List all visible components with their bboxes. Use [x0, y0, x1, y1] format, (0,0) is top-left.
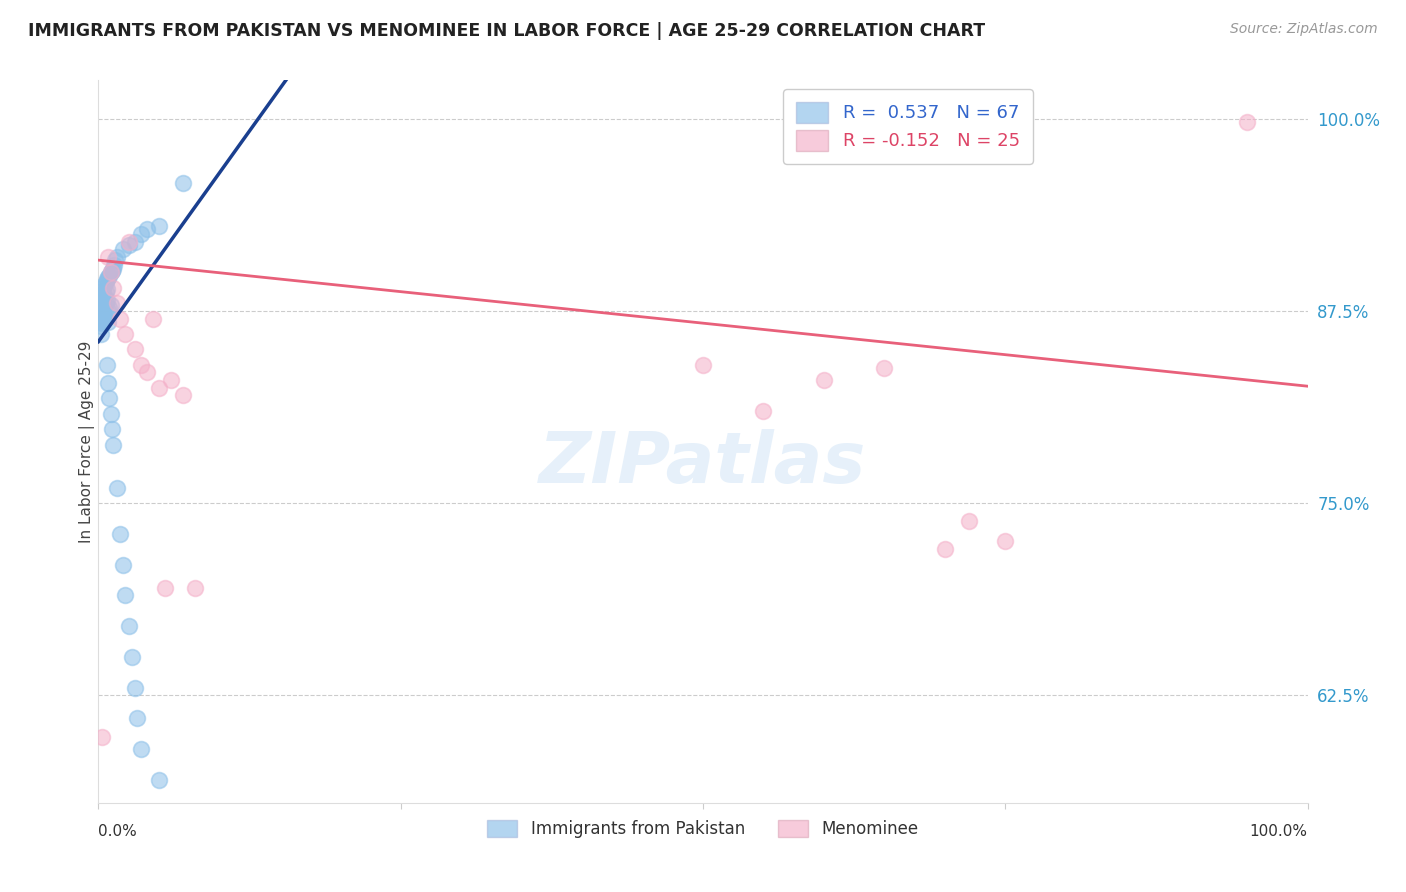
Point [108, 311, 131, 326]
Point [172, 176, 194, 190]
Point [172, 388, 194, 402]
Point [105, 250, 128, 264]
Point [93, 299, 115, 313]
Point [148, 772, 170, 787]
Point [91, 311, 114, 326]
Point [101, 262, 124, 277]
Point [90, 310, 112, 324]
Point [90, 326, 112, 341]
Point [91, 307, 114, 321]
Point [91, 316, 114, 330]
Point [94, 296, 117, 310]
Point [135, 365, 157, 379]
Point [100, 264, 122, 278]
Point [97, 315, 120, 329]
Point [96, 282, 118, 296]
Point [91, 298, 114, 312]
Point [111, 558, 134, 572]
Point [89, 309, 111, 323]
Point [129, 227, 152, 241]
Point [103, 258, 125, 272]
Point [114, 326, 136, 341]
Point [91, 294, 114, 309]
Point [97, 250, 120, 264]
Point [89, 302, 111, 317]
Point [129, 358, 152, 372]
Text: Source: ZipAtlas.com: Source: ZipAtlas.com [1230, 22, 1378, 37]
Point [91, 287, 114, 301]
Point [90, 299, 112, 313]
Text: 100.0%: 100.0% [1250, 824, 1308, 839]
Point [148, 381, 170, 395]
Point [111, 243, 134, 257]
Point [98, 301, 121, 315]
Point [90, 293, 112, 307]
Point [135, 222, 157, 236]
Point [100, 265, 122, 279]
Point [101, 437, 124, 451]
Point [100, 407, 122, 421]
Point [97, 304, 120, 318]
Point [692, 358, 714, 372]
Point [108, 526, 131, 541]
Point [873, 360, 896, 375]
Point [97, 270, 120, 285]
Point [91, 292, 114, 306]
Point [124, 235, 146, 249]
Point [994, 534, 1017, 549]
Point [90, 313, 112, 327]
Point [105, 481, 128, 495]
Point [121, 649, 143, 664]
Point [118, 235, 141, 249]
Point [93, 288, 115, 302]
Point [124, 343, 146, 357]
Point [89, 296, 111, 310]
Point [98, 268, 121, 283]
Point [100, 422, 122, 436]
Point [142, 311, 165, 326]
Point [184, 581, 207, 595]
Point [96, 293, 118, 307]
Point [98, 392, 121, 406]
Text: 0.0%: 0.0% [98, 824, 138, 839]
Point [93, 309, 115, 323]
Point [124, 681, 146, 695]
Legend: Immigrants from Pakistan, Menominee: Immigrants from Pakistan, Menominee [481, 814, 925, 845]
Point [96, 271, 118, 285]
Point [752, 404, 775, 418]
Point [118, 237, 141, 252]
Point [90, 290, 112, 304]
Point [91, 302, 114, 317]
Point [101, 281, 124, 295]
Point [100, 265, 122, 279]
Point [813, 373, 835, 387]
Point [96, 358, 118, 372]
Point [160, 373, 183, 387]
Point [94, 285, 117, 300]
Point [104, 253, 127, 268]
Point [957, 515, 980, 529]
Point [1236, 115, 1258, 129]
Point [127, 711, 149, 725]
Point [153, 581, 176, 595]
Text: IMMIGRANTS FROM PAKISTAN VS MENOMINEE IN LABOR FORCE | AGE 25-29 CORRELATION CHA: IMMIGRANTS FROM PAKISTAN VS MENOMINEE IN… [28, 22, 986, 40]
Point [118, 619, 141, 633]
Point [91, 730, 114, 744]
Point [114, 588, 136, 602]
Point [90, 304, 112, 318]
Point [129, 742, 152, 756]
Point [934, 542, 956, 557]
Text: ZIPatlas: ZIPatlas [540, 429, 866, 498]
Point [148, 219, 170, 234]
Point [100, 298, 122, 312]
Point [89, 315, 111, 329]
Point [94, 275, 117, 289]
Point [91, 281, 114, 295]
Point [97, 376, 120, 391]
Point [105, 296, 128, 310]
Point [93, 277, 115, 292]
Y-axis label: In Labor Force | Age 25-29: In Labor Force | Age 25-29 [79, 341, 96, 542]
Point [91, 284, 114, 298]
Point [90, 319, 112, 334]
